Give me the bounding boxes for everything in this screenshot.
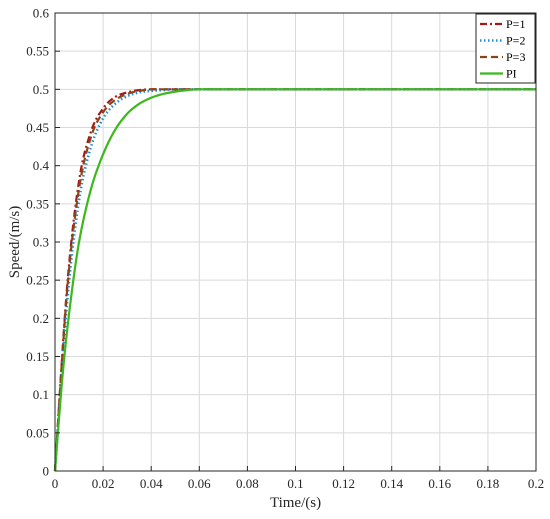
y-tick-label: 0.15 [26, 349, 49, 364]
legend-box [475, 13, 536, 84]
series-lines [53, 87, 536, 472]
grid [55, 13, 536, 471]
legend-label: PI [506, 67, 517, 81]
x-tick-label: 0.18 [477, 476, 500, 491]
legend-label: P=3 [506, 50, 525, 64]
y-tick-label: 0.5 [33, 82, 49, 97]
x-tick-label: 0.16 [428, 476, 451, 491]
x-axis-title: Time/(s) [270, 495, 321, 511]
x-tick-label: 0.06 [188, 476, 211, 491]
y-tick-label: 0.4 [33, 158, 50, 173]
x-tick-label: 0.04 [140, 476, 163, 491]
x-tick-label: 0.2 [528, 476, 544, 491]
y-tick-label: 0.35 [26, 196, 49, 211]
y-tick-label: 0.05 [26, 425, 49, 440]
y-tick-label: 0.45 [26, 120, 49, 135]
y-tick-label: 0.25 [26, 273, 49, 288]
y-tick-label: 0.3 [33, 235, 49, 250]
y-tick-label: 0.6 [33, 6, 50, 21]
x-tick-label: 0.02 [92, 476, 115, 491]
legend: P=1 P=2 P=3 PI [475, 13, 536, 84]
x-tick-label: 0.08 [236, 476, 259, 491]
y-axis-ticks: 0 0.05 0.1 0.15 0.2 0.25 0.3 0.35 0.4 0.45 0.5 0.55… [26, 6, 60, 479]
series-line-p-2 [53, 87, 536, 472]
x-axis-ticks: 0 0.02 0.04 0.06 0.08 0.1 0.12 0.14 0.16 0.18 0.2 [52, 466, 544, 491]
x-tick-label: 0 [52, 476, 59, 491]
y-tick-label: 0.2 [33, 311, 49, 326]
x-tick-label: 0.14 [380, 476, 403, 491]
y-tick-label: 0.1 [33, 387, 49, 402]
y-axis-title: Speed/(m/s) [7, 206, 23, 279]
series-line-pi [53, 88, 536, 472]
y-tick-label: 0 [43, 464, 50, 479]
x-tick-label: 0.1 [287, 476, 303, 491]
legend-label: P=1 [506, 17, 525, 31]
y-tick-label: 0.55 [26, 44, 49, 59]
legend-label: P=2 [506, 34, 525, 48]
x-tick-label: 0.12 [332, 476, 355, 491]
